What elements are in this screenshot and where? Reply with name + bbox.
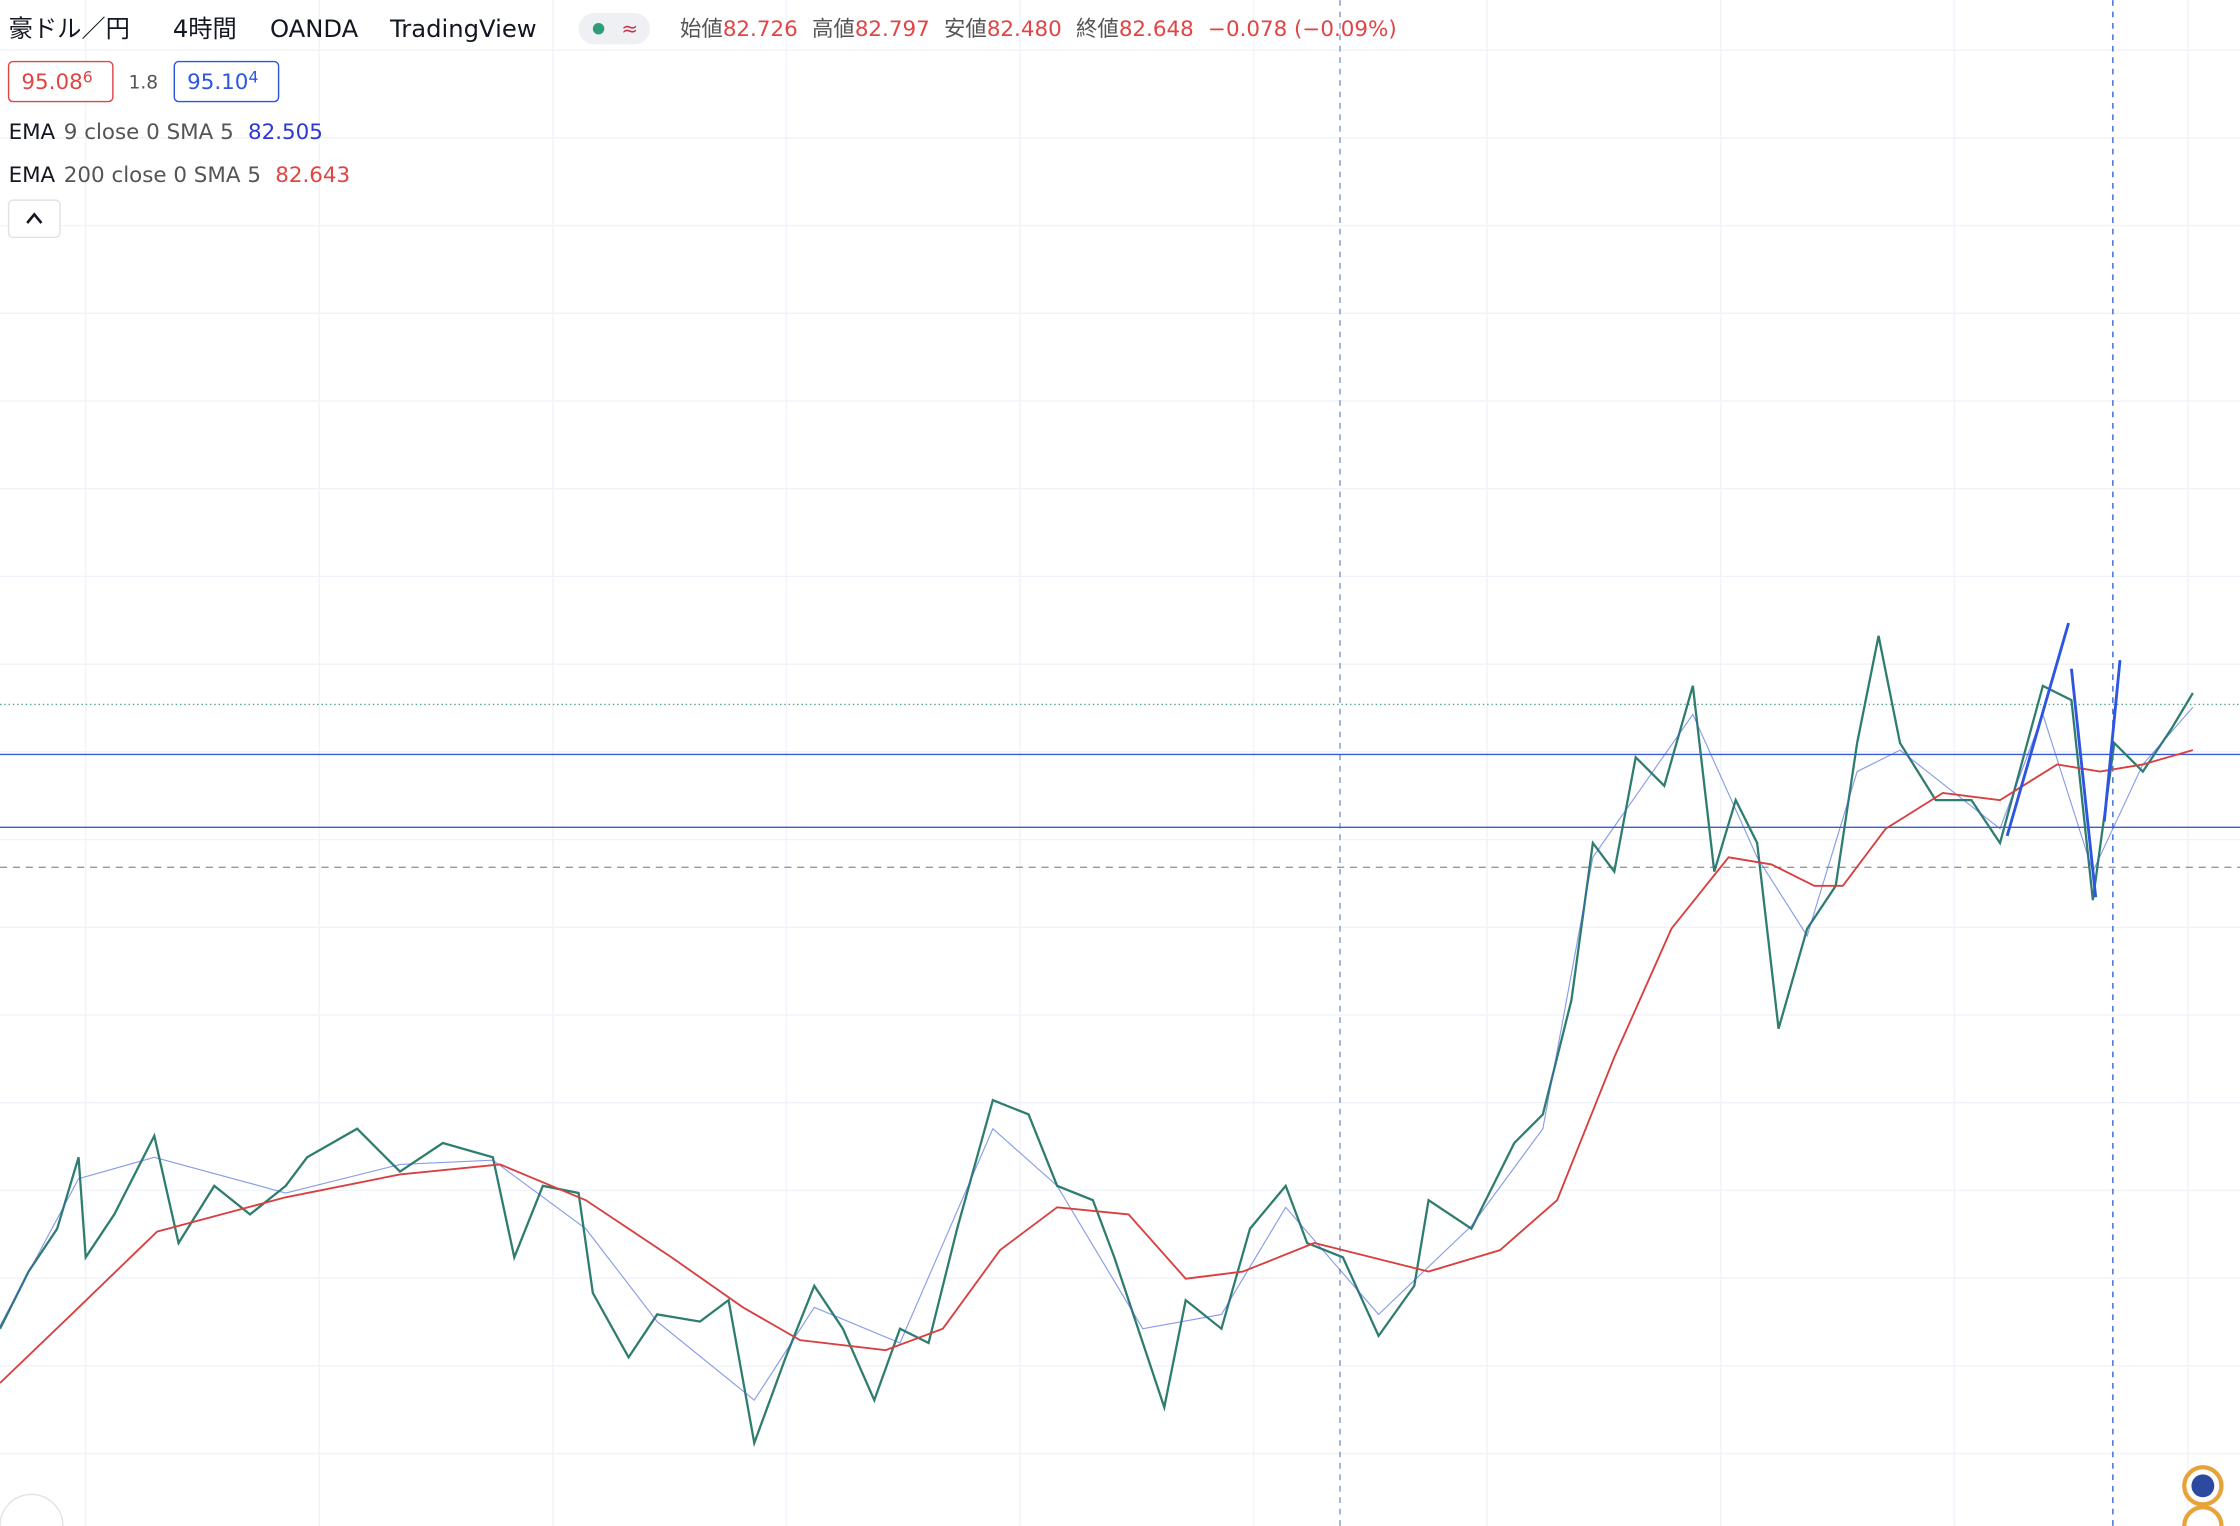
indicator-value: 82.643 (275, 163, 350, 188)
status-pill[interactable] (578, 13, 650, 45)
indicator-params: 200 close 0 SMA 5 (64, 163, 261, 188)
event-icon[interactable] (2182, 1505, 2224, 1526)
ema-200-line (0, 749, 2194, 1384)
trend-lines (2005, 622, 2122, 898)
indicator-params: 9 close 0 SMA 5 (64, 120, 234, 145)
approx-icon: ≈ (621, 17, 638, 41)
ask-button[interactable] (173, 60, 280, 103)
price-series (0, 635, 2194, 1448)
bid-price[interactable]: 95.086 (21, 67, 92, 95)
ema-9-line (0, 706, 2194, 1401)
indicator-name: EMA (9, 163, 56, 188)
ohlc-value: 82.797 (855, 17, 930, 42)
market-open-dot (592, 23, 605, 35)
flag-icon (2191, 1474, 2215, 1498)
ohlc-label: 安値 (944, 17, 987, 42)
ohlc-label: 終値 (1076, 17, 1119, 42)
ask-price[interactable]: 95.104 (187, 67, 258, 95)
platform: TradingView (389, 14, 537, 43)
collapse-icon (26, 212, 43, 224)
price-change: −0.078 (−0.09%) (1208, 17, 1397, 42)
ohlc-value: 82.726 (723, 17, 798, 42)
ohlc-value: 82.480 (987, 17, 1062, 42)
ohlc-label: 始値 (680, 17, 723, 42)
interval[interactable]: 4時間 (173, 14, 237, 43)
indicator-name: EMA (9, 120, 56, 145)
ohlc-value: 82.648 (1119, 17, 1194, 42)
collapse-button[interactable] (7, 199, 61, 239)
tv-logo[interactable] (0, 1493, 64, 1526)
symbol[interactable]: 豪ドル／円 (9, 14, 130, 43)
ohlc-label: 高値 (812, 17, 855, 42)
bid-button[interactable] (7, 60, 114, 103)
broker: OANDA (270, 14, 359, 43)
spread: 1.8 (129, 73, 159, 94)
indicator-value: 82.505 (248, 120, 323, 145)
